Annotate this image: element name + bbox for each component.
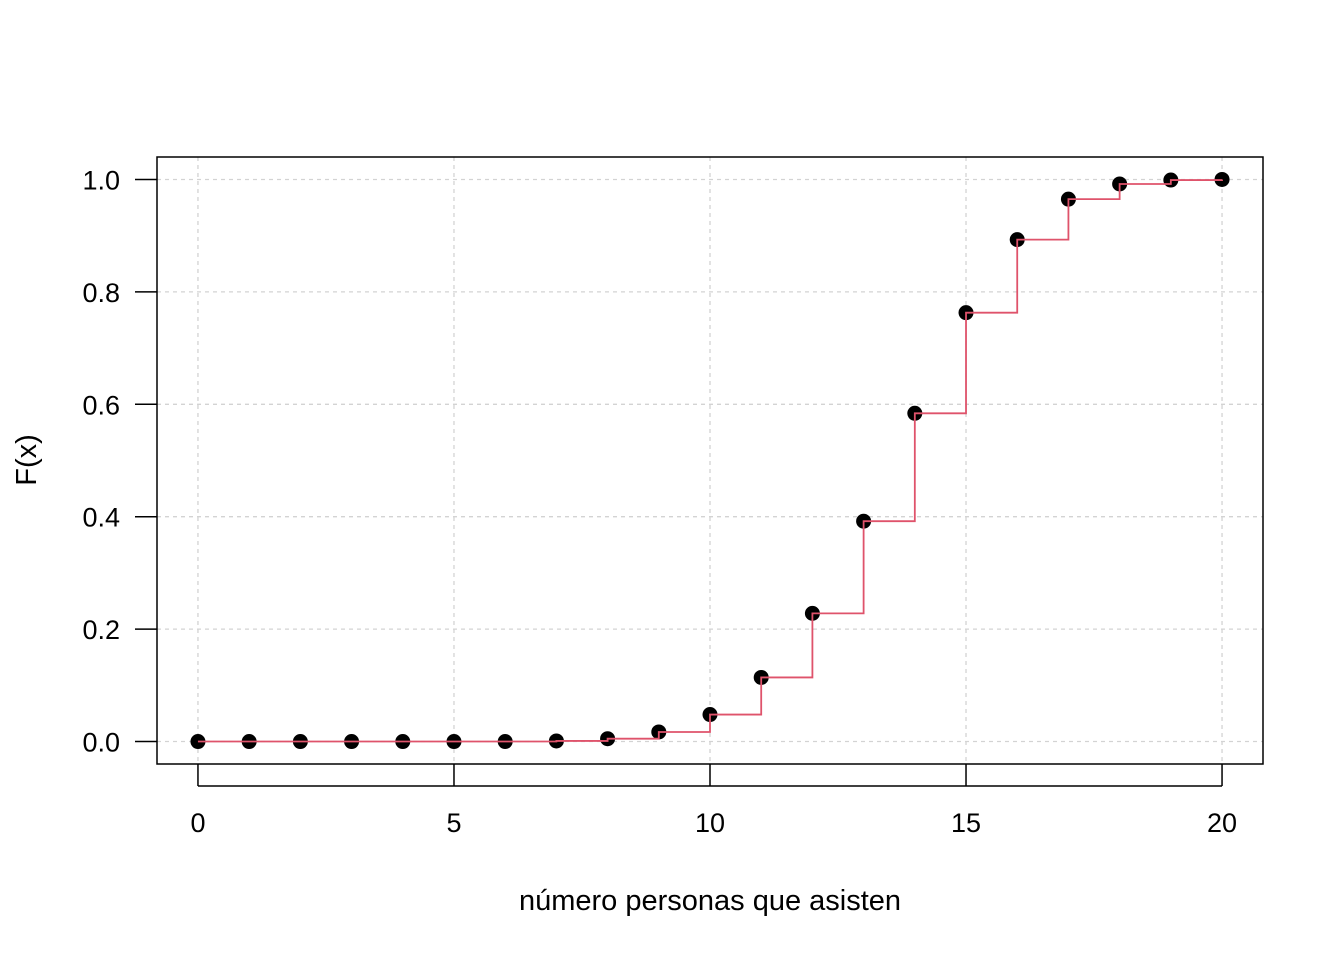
x-axis: 0 5 10 15 20 — [190, 764, 1237, 838]
x-tick-label: 15 — [951, 808, 981, 838]
y-tick-label: 0.0 — [82, 728, 120, 758]
y-tick-label: 1.0 — [82, 165, 120, 195]
y-tick-label: 0.8 — [82, 278, 120, 308]
y-tick-label: 0.6 — [82, 390, 120, 420]
y-axis-label: F(x) — [11, 434, 43, 486]
y-tick-label: 0.4 — [82, 503, 120, 533]
y-axis: 0.0 0.2 0.4 0.6 0.8 1.0 — [82, 165, 157, 758]
x-tick-label: 5 — [446, 808, 461, 838]
x-axis-label: número personas que asisten — [519, 885, 901, 917]
step-line — [197, 179, 1223, 743]
x-tick-label: 20 — [1207, 808, 1237, 838]
x-tick-label: 10 — [695, 808, 725, 838]
cdf-step-line — [197, 179, 1223, 743]
y-tick-label: 0.2 — [82, 615, 120, 645]
grid-lines — [157, 157, 1263, 764]
x-tick-label: 0 — [190, 808, 205, 838]
